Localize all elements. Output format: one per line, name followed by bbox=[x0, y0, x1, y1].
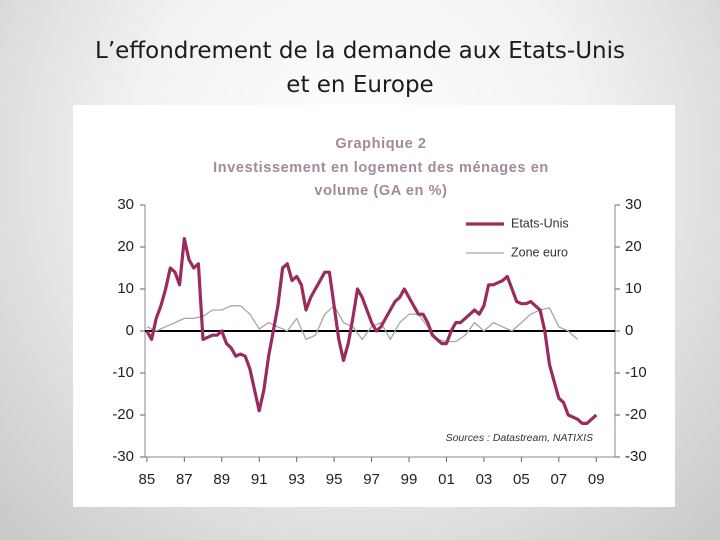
y-tick-label: -30 bbox=[112, 448, 134, 465]
source-note: Sources : Datastream, NATIXIS bbox=[446, 432, 593, 444]
legend-label: Etats-Unis bbox=[511, 216, 569, 230]
x-tick-label: 95 bbox=[326, 471, 343, 488]
chart-title: Graphique 2 bbox=[335, 136, 426, 152]
x-tick-label: 91 bbox=[251, 471, 268, 488]
x-tick-label: 97 bbox=[363, 471, 380, 488]
chart-subtitle: Investissement en logement des ménages e… bbox=[213, 160, 549, 176]
legend-label: Zone euro bbox=[511, 245, 568, 259]
x-tick-label: 85 bbox=[139, 471, 156, 488]
series-line bbox=[146, 305, 578, 343]
y2-tick-label: 10 bbox=[625, 280, 642, 297]
y-tick-label: 10 bbox=[117, 280, 134, 297]
y2-tick-label: -20 bbox=[625, 406, 647, 423]
y-tick-label: -20 bbox=[112, 406, 134, 423]
y-tick-label: -10 bbox=[112, 364, 134, 381]
y-tick-label: 0 bbox=[126, 322, 134, 339]
x-tick-label: 93 bbox=[288, 471, 305, 488]
y2-tick-label: -10 bbox=[625, 364, 647, 381]
slide-title: et en Europe bbox=[286, 72, 433, 98]
chart-panel bbox=[73, 105, 675, 507]
x-tick-label: 09 bbox=[588, 471, 605, 488]
y2-tick-label: 0 bbox=[625, 322, 633, 339]
series-line bbox=[145, 237, 598, 425]
y2-tick-label: 20 bbox=[625, 238, 642, 255]
x-tick-label: 87 bbox=[176, 471, 193, 488]
x-tick-label: 99 bbox=[401, 471, 418, 488]
y-tick-label: 20 bbox=[117, 238, 134, 255]
y2-tick-label: 30 bbox=[625, 196, 642, 213]
x-tick-label: 03 bbox=[476, 471, 493, 488]
x-tick-label: 01 bbox=[438, 471, 455, 488]
x-tick-label: 05 bbox=[513, 471, 530, 488]
x-tick-label: 89 bbox=[213, 471, 230, 488]
y2-tick-label: -30 bbox=[625, 448, 647, 465]
y-tick-label: 30 bbox=[117, 196, 134, 213]
slide-title: L’effondrement de la demande aux Etats-U… bbox=[95, 38, 625, 64]
x-tick-label: 07 bbox=[550, 471, 567, 488]
chart-subtitle: volume (GA en %) bbox=[314, 183, 447, 199]
